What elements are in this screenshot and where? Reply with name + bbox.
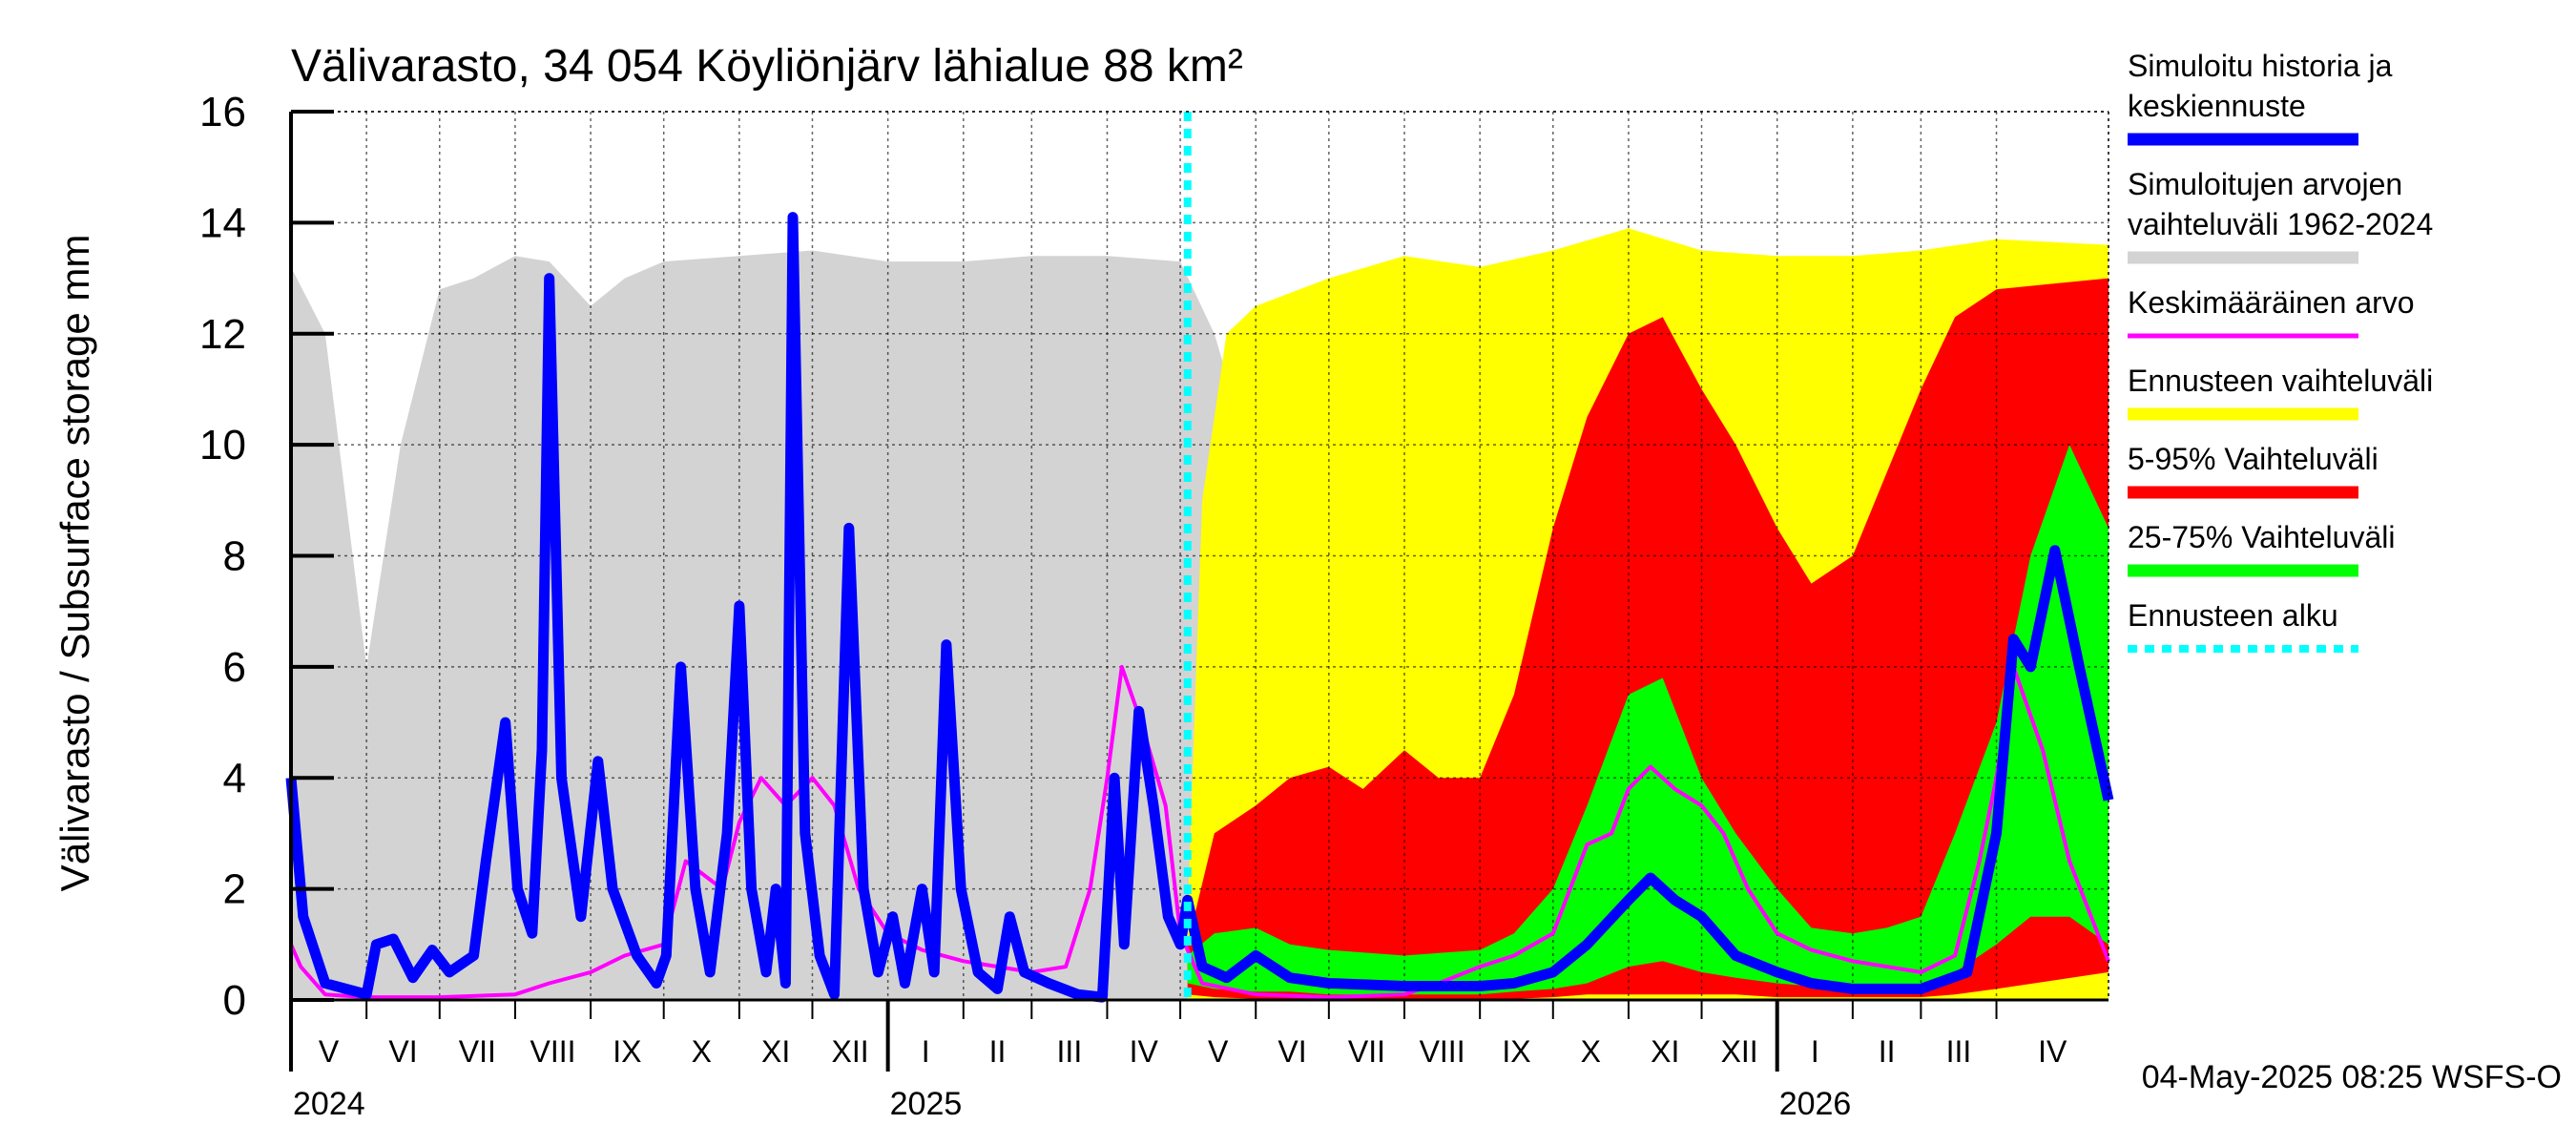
chart-bands (291, 228, 2109, 1000)
legend-label-6-0: Ennusteen alku (2128, 598, 2338, 633)
x-month-label-4: IX (613, 1034, 641, 1069)
chart-lines (285, 112, 2114, 1003)
x-year-label-1: 2025 (890, 1086, 963, 1122)
x-month-label-19: XII (1721, 1034, 1758, 1069)
x-month-label-9: II (989, 1034, 1007, 1069)
x-axis: V VI VII VIII IX X XI XII I II III IV V VI VII VIII IX X X… (289, 1000, 2067, 1122)
x-month-label-20: I (1811, 1034, 1819, 1069)
x-year-label-0: 2024 (293, 1086, 365, 1122)
x-month-label-2: VII (459, 1034, 496, 1069)
series-line-1 (285, 212, 2114, 1003)
y-axis-label: Välivarasto / Subsurface storage mm (52, 235, 97, 892)
x-month-label-22: III (1946, 1034, 1972, 1069)
chart-title: Välivarasto, 34 054 Köyliönjärv lähialue… (291, 41, 1243, 92)
y-tick-label-5: 10 (199, 422, 246, 468)
legend-label-4-0: 5-95% Vaihteluväli (2128, 442, 2379, 476)
x-month-label-16: IX (1502, 1034, 1530, 1069)
legend: Simuloitu historia ja keskiennuste Simuloi… (2128, 49, 2433, 653)
x-month-label-14: VII (1348, 1034, 1385, 1069)
timestamp: 04-May-2025 08:25 WSFS-O (2142, 1059, 2562, 1095)
x-month-label-21: II (1879, 1034, 1896, 1069)
x-month-label-17: X (1581, 1034, 1601, 1069)
x-month-label-11: IV (1130, 1034, 1159, 1069)
x-month-label-5: X (692, 1034, 712, 1069)
chart-frame (289, 111, 2109, 1072)
y-tick-label-3: 6 (223, 644, 246, 691)
legend-label-3-0: Ennusteen vaihteluväli (2128, 364, 2433, 398)
y-tick-label-0: 0 (223, 977, 246, 1024)
x-month-label-18: XI (1651, 1034, 1679, 1069)
x-month-label-13: VI (1278, 1034, 1306, 1069)
x-month-label-10: III (1057, 1034, 1083, 1069)
x-month-label-3: VIII (530, 1034, 576, 1069)
x-year-label-2: 2026 (1779, 1086, 1852, 1122)
y-tick-label-1: 2 (223, 866, 246, 913)
y-tick-label-8: 16 (199, 89, 246, 135)
x-month-label-12: V (1208, 1034, 1229, 1069)
legend-label-2-0: Keskimääräinen arvo (2128, 285, 2415, 320)
x-month-label-7: XII (831, 1034, 868, 1069)
legend-label-1-1: vaihteluväli 1962-2024 (2128, 207, 2433, 241)
series-band-2 (1187, 278, 2109, 999)
legend-label-0-1: keskiennuste (2128, 89, 2306, 123)
y-axis: 0 2 4 6 8 10 12 14 16 (199, 89, 334, 1024)
legend-label-0-0: Simuloitu historia ja (2128, 49, 2393, 83)
y-tick-label-7: 14 (199, 199, 246, 246)
y-tick-label-2: 4 (223, 755, 246, 802)
x-month-label-23: IV (2038, 1034, 2067, 1069)
x-month-label-15: VIII (1420, 1034, 1465, 1069)
x-month-label-1: VI (388, 1034, 417, 1069)
x-month-label-0: V (319, 1034, 340, 1069)
legend-label-1-0: Simuloitujen arvojen (2128, 167, 2402, 201)
x-month-label-6: XI (761, 1034, 790, 1069)
legend-label-5-0: 25-75% Vaihteluväli (2128, 520, 2395, 554)
series-band-3 (1187, 445, 2109, 995)
x-month-label-8: I (922, 1034, 930, 1069)
y-tick-label-6: 12 (199, 311, 246, 358)
y-tick-label-4: 8 (223, 533, 246, 580)
